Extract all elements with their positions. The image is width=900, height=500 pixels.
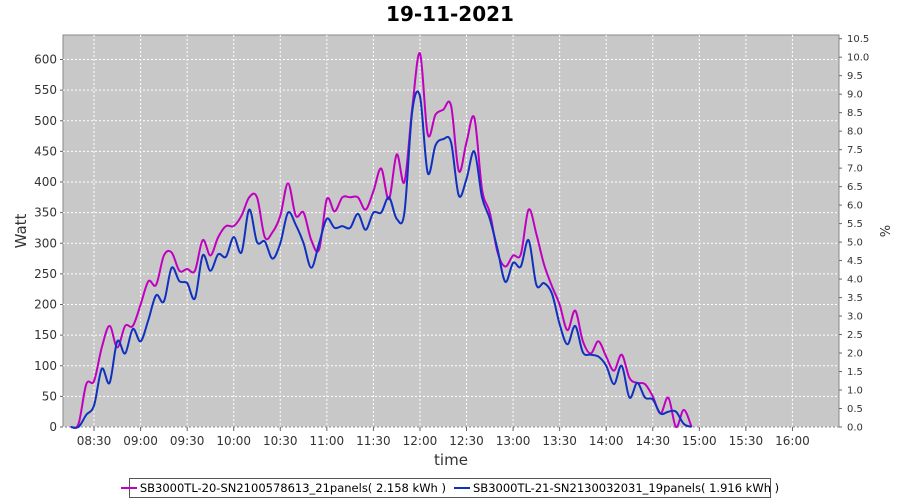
x-tick-label: 11:00 xyxy=(310,434,345,448)
x-tick-label: 09:30 xyxy=(170,434,205,448)
y2-tick-label: 9.5 xyxy=(847,71,863,82)
legend-swatch-2 xyxy=(454,487,470,489)
plot-area xyxy=(62,34,840,428)
legend-label-2: SB3000TL-21-SN2130032031_19panels( 1.916… xyxy=(473,481,780,495)
y2-tick-label: 1.0 xyxy=(847,386,863,397)
y2-tick-label: 8.0 xyxy=(847,127,863,138)
legend-label-1: SB3000TL-20-SN2100578613_21panels( 2.158… xyxy=(139,481,446,495)
y2-axis-label: % xyxy=(876,225,891,237)
y-tick-label: 550 xyxy=(34,83,57,97)
x-tick-label: 15:30 xyxy=(729,434,764,448)
y2-tick-label: 10.0 xyxy=(847,53,869,64)
y-tick-label: 600 xyxy=(34,53,57,67)
y-tick-label: 150 xyxy=(34,328,57,342)
legend-item-1: SB3000TL-20-SN2100578613_21panels( 2.158… xyxy=(120,481,446,495)
x-tick-label: 08:30 xyxy=(77,434,112,448)
y2-tick-label: 4.0 xyxy=(847,275,863,286)
series-line-2 xyxy=(70,90,692,429)
y2-tick-label: 4.5 xyxy=(847,256,863,267)
y2-tick-label: 3.0 xyxy=(847,312,863,323)
y-tick-label: 450 xyxy=(34,144,57,158)
x-tick-label: 16:00 xyxy=(775,434,810,448)
y2-tick-label: 7.0 xyxy=(847,164,863,175)
y2-tick-label: 0.5 xyxy=(847,404,863,415)
y2-tick-label: 3.5 xyxy=(847,293,863,304)
x-tick-label: 13:00 xyxy=(496,434,531,448)
x-tick-label: 13:30 xyxy=(542,434,577,448)
y-tick-label: 350 xyxy=(34,206,57,220)
y2-tick-label: 10.5 xyxy=(847,34,869,45)
y-tick-label: 500 xyxy=(34,114,57,128)
y2-tick-label: 6.0 xyxy=(847,201,863,212)
y2-tick-label: 5.0 xyxy=(847,238,863,249)
y-tick-label: 100 xyxy=(34,359,57,373)
legend-item-2: SB3000TL-21-SN2130032031_19panels( 1.916… xyxy=(454,481,779,495)
y-tick-label: 400 xyxy=(34,175,57,189)
x-tick-label: 12:30 xyxy=(449,434,484,448)
x-tick-label: 15:00 xyxy=(682,434,717,448)
y2-tick-label: 8.5 xyxy=(847,108,863,119)
x-tick-label: 09:00 xyxy=(123,434,158,448)
y-axis-label: Watt xyxy=(12,213,30,248)
y2-tick-label: 1.5 xyxy=(847,367,863,378)
x-tick-label: 10:00 xyxy=(216,434,251,448)
grid xyxy=(63,35,839,428)
x-tick-label: 11:30 xyxy=(356,434,391,448)
y-tick-label: 0 xyxy=(49,420,57,434)
legend: SB3000TL-20-SN2100578613_21panels( 2.158… xyxy=(120,478,779,498)
y2-tick-label: 5.5 xyxy=(847,219,863,230)
series-lines xyxy=(70,52,693,429)
y2-tick-label: 7.5 xyxy=(847,145,863,156)
axes: 0 50 100 150 200 250 300 350 400 450 500 550 600 0.0 0… xyxy=(34,34,869,448)
x-tick-label: 14:30 xyxy=(635,434,670,448)
x-tick-label: 10:30 xyxy=(263,434,298,448)
y-tick-label: 300 xyxy=(34,236,57,250)
x-axis-label: time xyxy=(434,451,468,469)
y2-tick-label: 2.5 xyxy=(847,330,863,341)
x-tick-label: 12:00 xyxy=(403,434,438,448)
y-tick-label: 50 xyxy=(42,389,57,403)
legend-swatch-1 xyxy=(120,487,137,489)
y-tick-label: 250 xyxy=(34,267,57,281)
y2-tick-label: 2.0 xyxy=(847,349,863,360)
y2-tick-label: 6.5 xyxy=(847,182,863,193)
y2-tick-label: 9.0 xyxy=(847,90,863,101)
y2-tick-label: 0.0 xyxy=(847,423,863,434)
chart-title: 19-11-2021 xyxy=(386,2,514,26)
x-tick-label: 14:00 xyxy=(589,434,624,448)
y-tick-label: 200 xyxy=(34,298,57,312)
series-line-1 xyxy=(70,52,693,429)
